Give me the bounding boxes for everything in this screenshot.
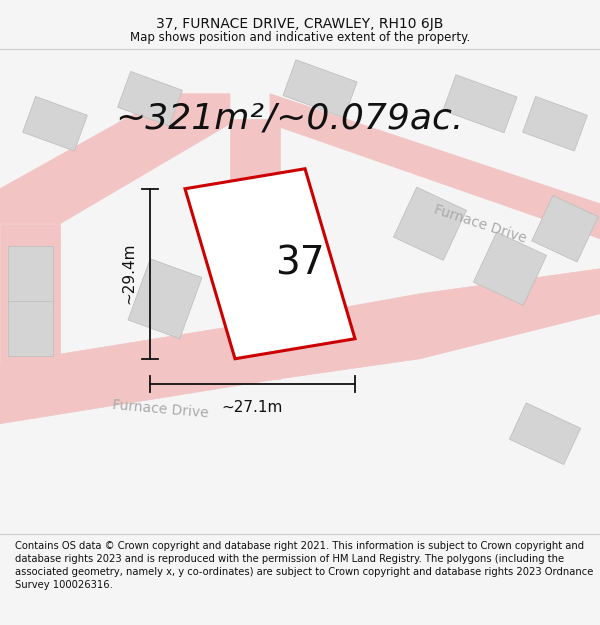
Polygon shape — [23, 96, 88, 151]
Polygon shape — [0, 94, 230, 224]
Polygon shape — [128, 259, 202, 339]
Polygon shape — [7, 246, 53, 311]
Polygon shape — [509, 403, 581, 464]
Polygon shape — [7, 301, 53, 356]
Text: Furnace Drive: Furnace Drive — [432, 202, 528, 246]
Polygon shape — [394, 188, 467, 260]
Text: ~29.4m: ~29.4m — [121, 243, 136, 304]
Text: ~321m²/~0.079ac.: ~321m²/~0.079ac. — [115, 102, 463, 136]
Polygon shape — [532, 196, 598, 262]
Polygon shape — [0, 269, 600, 424]
Polygon shape — [443, 75, 517, 132]
Polygon shape — [283, 60, 357, 118]
Text: Contains OS data © Crown copyright and database right 2021. This information is : Contains OS data © Crown copyright and d… — [15, 541, 593, 590]
Polygon shape — [523, 96, 587, 151]
Text: Map shows position and indicative extent of the property.: Map shows position and indicative extent… — [130, 31, 470, 44]
Text: 37: 37 — [275, 245, 325, 282]
Polygon shape — [473, 232, 547, 305]
Text: Furnace Drive: Furnace Drive — [112, 398, 209, 420]
Polygon shape — [230, 119, 280, 379]
Polygon shape — [185, 169, 355, 359]
Polygon shape — [0, 224, 60, 364]
Text: 37, FURNACE DRIVE, CRAWLEY, RH10 6JB: 37, FURNACE DRIVE, CRAWLEY, RH10 6JB — [157, 17, 443, 31]
Polygon shape — [118, 71, 182, 126]
Text: ~27.1m: ~27.1m — [222, 400, 283, 415]
Polygon shape — [270, 94, 600, 239]
